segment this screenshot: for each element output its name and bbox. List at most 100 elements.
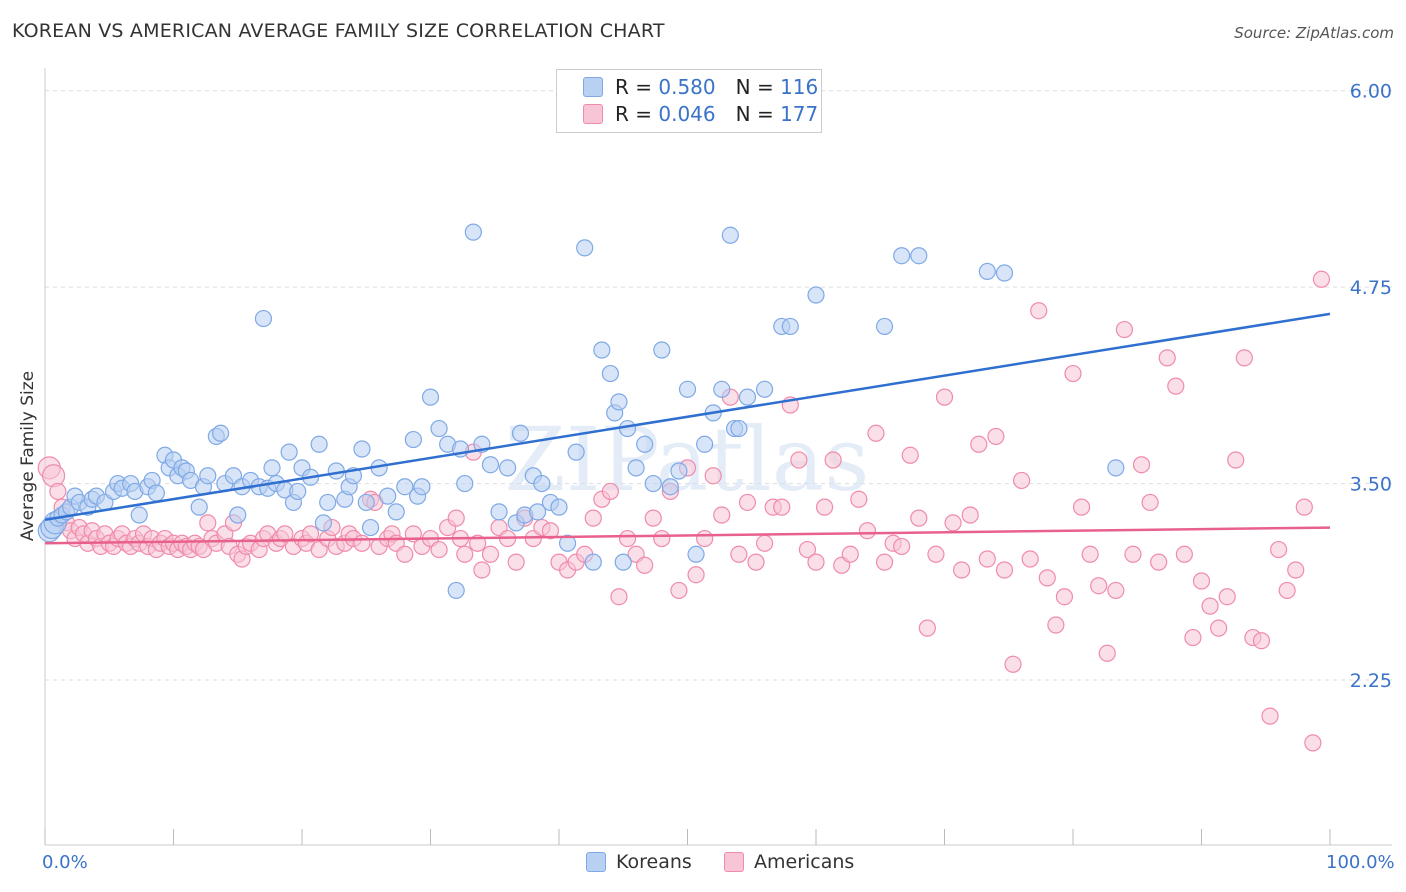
koreans-point-18 — [130, 506, 148, 524]
americans-point-127 — [858, 522, 877, 540]
source-label: Source: ZipAtlas.com — [1234, 24, 1394, 42]
americans-point-2 — [49, 482, 67, 501]
americans-point-105 — [670, 581, 688, 600]
koreans-point-98 — [644, 474, 662, 493]
americans-point-64 — [353, 534, 371, 552]
americans-point-167 — [1201, 597, 1219, 615]
koreans-point-68 — [430, 419, 448, 438]
koreans-point-102 — [678, 380, 697, 398]
koreans-point-57 — [353, 440, 371, 458]
koreans-point-75 — [481, 456, 500, 474]
americans-point-165 — [1184, 628, 1202, 647]
americans-point-156 — [1107, 581, 1125, 600]
koreans-point-45 — [280, 443, 298, 461]
americans-points — [37, 270, 1331, 752]
americans-point-175 — [1269, 540, 1288, 559]
americans-point-145 — [1012, 471, 1031, 490]
americans-point-149 — [1047, 616, 1065, 634]
americans-point-180 — [1312, 270, 1331, 288]
americans-point-121 — [807, 553, 825, 571]
americans-point-128 — [867, 424, 885, 442]
americans-point-139 — [961, 506, 979, 524]
americans-point-141 — [978, 550, 996, 568]
koreans-point-77 — [499, 459, 517, 477]
americans-point-148 — [1038, 569, 1056, 587]
americans-point-120 — [798, 540, 817, 559]
koreans-r-label: R = — [615, 75, 653, 99]
americans-point-144 — [1004, 655, 1022, 673]
americans-point-142 — [987, 427, 1005, 446]
koreans-point-87 — [567, 443, 585, 461]
americans-point-86 — [507, 553, 525, 571]
americans-point-152 — [1072, 498, 1091, 516]
americans-point-98 — [610, 588, 628, 606]
koreans-legend-label: Koreans — [616, 851, 692, 873]
koreans-point-36 — [229, 506, 247, 524]
americans-point-125 — [841, 545, 859, 563]
koreans-point-72 — [456, 474, 474, 493]
americans-point-129 — [875, 553, 894, 571]
koreans-point-91 — [601, 364, 620, 383]
koreans-point-100 — [661, 478, 679, 496]
koreans-point-76 — [490, 503, 508, 521]
americans-n-value: 177 — [780, 102, 819, 126]
americans-point-99 — [618, 529, 637, 548]
americans-point-82 — [473, 561, 491, 579]
koreans-point-64 — [404, 430, 422, 449]
koreans-swatch — [583, 77, 603, 97]
americans-point-90 — [541, 522, 560, 540]
americans-point-107 — [687, 566, 705, 584]
koreans-point-93 — [610, 393, 628, 411]
americans-point-113 — [738, 493, 757, 512]
koreans-point-111 — [755, 380, 774, 398]
koreans-point-58 — [357, 493, 375, 512]
y-tick-labels: 2.25 3.50 4.75 6.00 — [1350, 81, 1392, 692]
koreans-point-89 — [584, 553, 602, 571]
koreans-point-62 — [387, 503, 405, 521]
koreans-point-116 — [893, 247, 911, 265]
koreans-points — [37, 223, 1125, 600]
americans-point-56 — [301, 525, 320, 543]
koreans-point-106 — [713, 380, 731, 398]
americans-point-136 — [935, 388, 954, 406]
americans-point-1 — [41, 464, 66, 488]
koreans-point-70 — [447, 581, 465, 600]
americans-point-159 — [1132, 456, 1151, 474]
koreans-point-101 — [670, 462, 688, 480]
legend-row-koreans: R = 0.580 N = 116 — [583, 74, 818, 100]
americans-point-150 — [1055, 588, 1074, 606]
americans-point-147 — [1030, 302, 1048, 320]
koreans-point-73 — [464, 223, 482, 241]
koreans-point-110 — [738, 388, 757, 406]
americans-point-143 — [995, 561, 1014, 579]
koreans-point-90 — [593, 341, 611, 359]
americans-legend-label: Americans — [754, 851, 855, 873]
americans-point-170 — [1227, 451, 1245, 469]
americans-point-161 — [1150, 553, 1168, 571]
koreans-trend-line — [44, 312, 1331, 521]
chart-title: KOREAN VS AMERICAN AVERAGE FAMILY SIZE C… — [12, 20, 665, 42]
americans-point-173 — [1252, 632, 1271, 650]
koreans-legend-swatch — [586, 852, 606, 872]
americans-point-179 — [1304, 734, 1322, 752]
koreans-point-119 — [995, 264, 1014, 282]
americans-point-133 — [910, 509, 928, 527]
americans-point-79 — [456, 545, 474, 563]
koreans-point-115 — [875, 317, 894, 336]
americans-r-label: R = — [615, 102, 653, 126]
americans-point-109 — [704, 467, 722, 485]
americans-point-153 — [1081, 545, 1099, 563]
americans-point-168 — [1210, 619, 1228, 637]
americans-point-101 — [636, 556, 654, 574]
axes — [44, 68, 1392, 846]
americans-point-157 — [1115, 320, 1134, 339]
americans-point-166 — [1192, 572, 1211, 590]
americans-point-75 — [430, 540, 448, 559]
koreans-point-82 — [528, 503, 547, 521]
koreans-point-120 — [1107, 459, 1125, 477]
americans-point-158 — [1124, 545, 1142, 563]
koreans-point-88 — [576, 239, 594, 257]
koreans-point-63 — [396, 478, 414, 496]
koreans-point-86 — [558, 534, 577, 552]
